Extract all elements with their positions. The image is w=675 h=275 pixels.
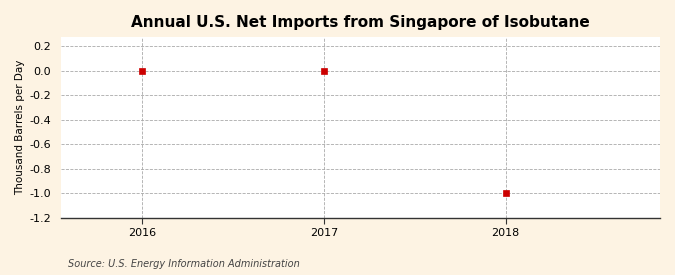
Title: Annual U.S. Net Imports from Singapore of Isobutane: Annual U.S. Net Imports from Singapore o… (131, 15, 590, 30)
Y-axis label: Thousand Barrels per Day: Thousand Barrels per Day (15, 59, 25, 195)
Text: Source: U.S. Energy Information Administration: Source: U.S. Energy Information Administ… (68, 259, 299, 269)
